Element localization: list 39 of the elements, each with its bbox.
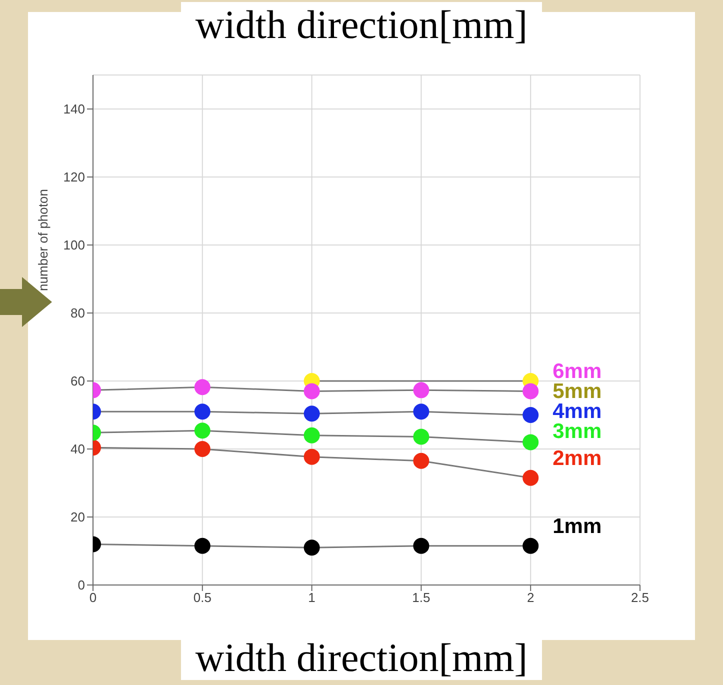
x-tick-label: 0 xyxy=(89,590,97,606)
point xyxy=(304,448,320,465)
x-axis-title: width direction[mm] xyxy=(181,635,542,680)
point xyxy=(522,407,539,423)
point xyxy=(413,452,430,469)
point xyxy=(413,428,430,445)
y-tick-label: 60 xyxy=(70,374,85,389)
point xyxy=(522,470,539,486)
point xyxy=(413,382,430,398)
x-tick-label: 2 xyxy=(526,590,534,606)
point xyxy=(304,540,320,556)
point xyxy=(304,406,320,422)
y-tick-label: 40 xyxy=(70,442,85,457)
point xyxy=(413,404,430,420)
y-tick-label: 80 xyxy=(70,306,85,321)
series-label: 2mm xyxy=(552,446,602,470)
point xyxy=(522,538,539,554)
point xyxy=(522,383,539,400)
y-tick-label: 120 xyxy=(63,170,85,185)
point xyxy=(194,422,210,439)
point xyxy=(194,379,210,396)
chart-title: width direction[mm] xyxy=(181,2,542,47)
series-label: 1mm xyxy=(552,514,602,538)
x-tick-label: 1 xyxy=(308,590,316,606)
y-tick-label: 0 xyxy=(78,578,85,593)
point xyxy=(194,441,210,457)
y-tick-label: 20 xyxy=(70,510,85,525)
y-tick-label: 140 xyxy=(63,102,85,117)
point xyxy=(413,538,430,554)
point xyxy=(522,434,539,450)
point xyxy=(304,427,320,444)
x-tick-label: 0.5 xyxy=(193,590,212,606)
x-tick-label: 1.5 xyxy=(412,590,430,606)
x-tick-label: 2.5 xyxy=(630,590,650,606)
point xyxy=(194,404,210,420)
y-tick-label: 100 xyxy=(63,238,85,253)
point xyxy=(194,538,210,554)
y-axis-title: number of photon xyxy=(36,189,51,291)
point xyxy=(304,383,320,400)
